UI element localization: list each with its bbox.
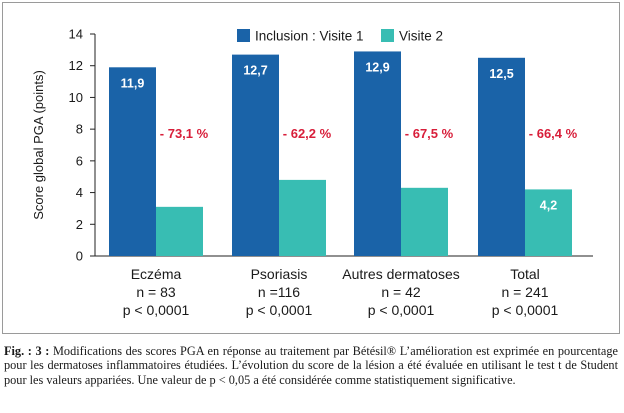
legend-label: Visite 2 [399, 29, 443, 44]
legend-label: Inclusion : Visite 1 [255, 29, 364, 44]
x-category-p-label: p < 0,0001 [492, 302, 559, 318]
bar-value-label: 12,9 [365, 60, 389, 74]
x-category-name-label: Autres dermatoses [342, 266, 460, 282]
bar-visite-1 [109, 67, 156, 256]
bar-visite-1 [354, 51, 401, 256]
bar-visite-2 [279, 179, 326, 256]
percent-change-annotation: - 73,1 % [160, 126, 209, 141]
y-tick-label: 2 [76, 217, 83, 232]
bar-visite-2 [525, 189, 572, 256]
y-tick-label: 12 [69, 58, 83, 73]
bar-visite-1 [232, 54, 279, 256]
bar-visite-2 [401, 187, 448, 256]
x-category-n-label: n = 42 [381, 284, 421, 300]
x-category-name-label: Eczéma [131, 266, 182, 282]
figure-caption: Fig. : 3 : Modifications des scores PGA … [4, 344, 618, 387]
y-tick-label: 8 [76, 122, 83, 137]
caption-text: Modifications des scores PGA en réponse … [4, 344, 618, 387]
percent-change-annotation: - 66,4 % [529, 126, 578, 141]
bar-visite-2 [156, 206, 203, 256]
x-category-p-label: p < 0,0001 [368, 302, 435, 318]
x-category-name-label: Total [510, 266, 540, 282]
legend-swatch-visite-1 [237, 29, 250, 42]
x-category-n-label: n = 83 [136, 284, 176, 300]
percent-change-annotation: - 67,5 % [405, 126, 454, 141]
x-category-p-label: p < 0,0001 [123, 302, 190, 318]
y-tick-label: 6 [76, 153, 83, 168]
y-tick-label: 14 [69, 27, 83, 42]
legend-swatch-visite-2 [381, 29, 394, 42]
bar-value-label: 11,9 [121, 76, 145, 90]
x-category-n-label: n = 241 [501, 284, 548, 300]
bar-chart: 0 2 4 6 8 10 12 14 Score global PGA (points) 11,9… [31, 27, 593, 318]
bar-value-label: 12,5 [489, 67, 513, 81]
bar-value-label: 4,2 [540, 198, 557, 212]
bar-visite-1 [478, 57, 525, 257]
percent-change-annotation: - 62,2 % [283, 126, 332, 141]
bar-value-label: 12,7 [243, 64, 267, 78]
x-category-name-label: Psoriasis [251, 266, 308, 282]
chart-frame: 0 2 4 6 8 10 12 14 Score global PGA (points) 11,9… [2, 2, 620, 334]
caption-label: Fig. : 3 : [4, 344, 50, 358]
x-category-n-label: n =116 [258, 284, 300, 300]
y-tick-label: 10 [69, 90, 83, 105]
x-category-p-label: p < 0,0001 [246, 302, 313, 318]
y-axis-label: Score global PGA (points) [31, 70, 46, 220]
y-tick-label: 4 [76, 185, 83, 200]
y-tick-label: 0 [76, 249, 83, 264]
